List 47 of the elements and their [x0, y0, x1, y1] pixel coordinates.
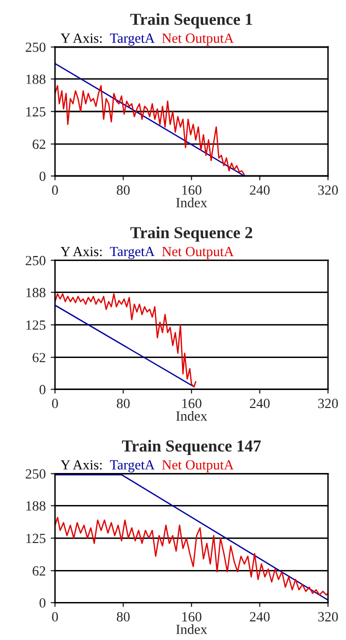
text: Net OutputA: [162, 460, 234, 472]
x-tick-label: 0: [52, 612, 58, 622]
chart-title: Train Sequence 2: [130, 226, 252, 242]
y-tick-label: 250: [26, 469, 46, 479]
text: TargetA: [110, 34, 155, 46]
y-tick-label: 188: [26, 501, 46, 511]
text: Net OutputA: [162, 246, 234, 260]
y-tick-label: 188: [26, 288, 46, 298]
legend-title: Y Axis:: [60, 460, 102, 470]
x-tick-label: 0: [52, 398, 58, 408]
x-tick-label: 80: [116, 398, 130, 408]
y-tick-label: 62: [32, 566, 46, 576]
series-label: TargetA: [110, 460, 155, 472]
y-tick-label: 0: [40, 172, 46, 181]
x-tick-label: 320: [318, 185, 338, 195]
legend-title: Y Axis:: [60, 246, 102, 256]
y-tick-label: 62: [32, 140, 46, 149]
chart-title: Train Sequence 147: [122, 440, 261, 455]
x-tick-label: 80: [116, 185, 130, 195]
y-tick-label: 0: [40, 598, 46, 608]
y-tick-label: 125: [26, 320, 46, 330]
x-tick-label: 0: [52, 185, 58, 195]
y-tick-label: 125: [26, 534, 46, 544]
x-tick-label: 240: [250, 185, 270, 195]
line-series: [55, 85, 246, 176]
x-tick-label: 240: [250, 398, 270, 408]
x-tick-label: 320: [318, 612, 338, 622]
y-tick-label: 125: [26, 107, 46, 116]
x-axis-title: Index: [176, 198, 208, 208]
line-series: [55, 516, 328, 596]
x-tick-label: 240: [250, 612, 270, 622]
x-axis-title: Index: [176, 624, 208, 634]
y-tick-label: 188: [26, 74, 46, 84]
chart-title: Train Sequence 1: [130, 13, 252, 28]
x-tick-label: 160: [182, 185, 202, 195]
y-tick-label: 62: [32, 352, 46, 362]
x-tick-label: 160: [182, 612, 202, 622]
text: Net OutputA: [162, 34, 234, 46]
x-tick-label: 160: [182, 398, 202, 408]
x-axis-title: Index: [176, 410, 208, 421]
y-tick-label: 0: [40, 384, 46, 394]
x-tick-label: 320: [318, 398, 338, 408]
text: TargetA: [110, 246, 155, 260]
y-tick-label: 250: [26, 256, 46, 266]
y-tick-label: 250: [26, 42, 46, 52]
x-tick-label: 80: [116, 612, 130, 622]
legend-title: Y Axis:: [60, 34, 102, 43]
